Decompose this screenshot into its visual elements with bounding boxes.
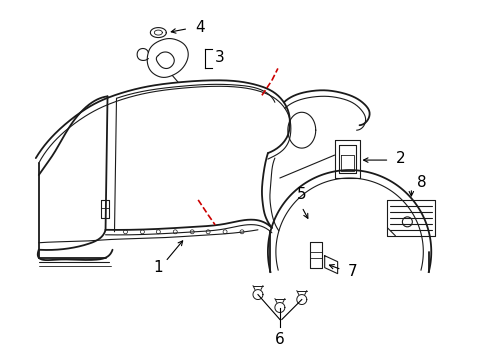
Text: 7: 7 xyxy=(347,264,357,279)
Text: 2: 2 xyxy=(395,150,404,166)
Text: 6: 6 xyxy=(274,332,284,347)
Text: 8: 8 xyxy=(416,175,426,190)
Text: 5: 5 xyxy=(296,187,306,202)
Text: 1: 1 xyxy=(153,260,163,275)
Text: 4: 4 xyxy=(195,20,204,35)
Text: 3: 3 xyxy=(215,50,224,65)
